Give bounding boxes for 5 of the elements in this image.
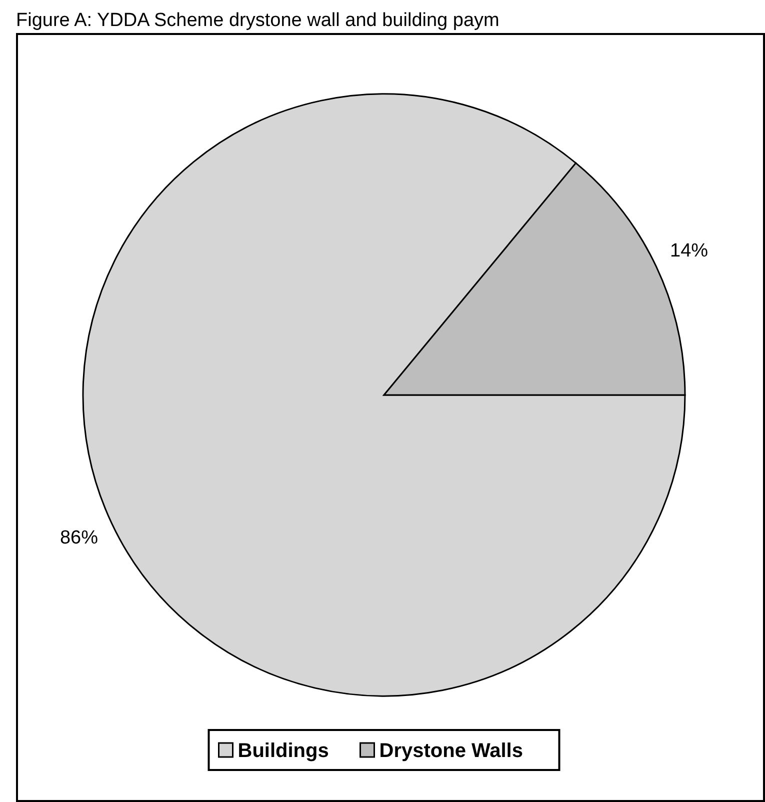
data-label: 86%	[60, 528, 98, 549]
legend-label: Buildings	[238, 740, 329, 762]
legend-label: Drystone Walls	[379, 740, 523, 762]
data-label: 14%	[670, 240, 708, 262]
chart-title: Figure A: YDDA Scheme drystone wall and building paym	[16, 10, 500, 31]
